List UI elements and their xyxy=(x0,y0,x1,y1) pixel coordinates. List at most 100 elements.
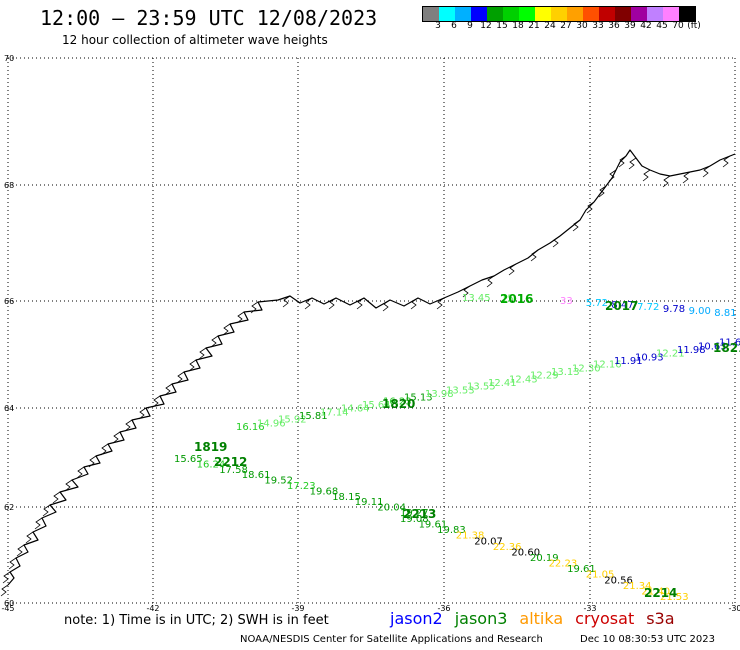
color-scale-label: 30 xyxy=(576,21,588,31)
color-swatch xyxy=(487,7,503,21)
swh-value: 20.07 xyxy=(474,536,503,547)
swh-value: 10.93 xyxy=(635,352,664,363)
coastline-fjord xyxy=(410,297,419,310)
coastline-fjord xyxy=(702,165,711,178)
swh-value: 21.53 xyxy=(660,592,689,603)
axis-labels: 70 68 66 64 62 60-45 -42 -39 -36 -33 -30 xyxy=(1,54,740,613)
swh-value: 20.56 xyxy=(604,575,633,586)
color-swatch xyxy=(551,7,567,21)
coastline-fjord xyxy=(436,297,445,310)
track-time-label: 2016 xyxy=(500,292,533,306)
swh-value: 20.19 xyxy=(530,553,559,564)
lon-tick-label: -42 xyxy=(146,604,159,613)
generated-time: Dec 10 08:30:53 UTC 2023 xyxy=(580,634,715,645)
swh-value: 19.61 xyxy=(419,520,448,531)
color-scale-label: 70 xyxy=(672,21,684,31)
coastline-fjord xyxy=(25,531,34,544)
lat-tick-label: 64 xyxy=(4,404,14,413)
lon-tick-label: -36 xyxy=(437,604,450,613)
color-scale-label: 9 xyxy=(467,21,473,31)
coastline-fjord xyxy=(0,584,9,597)
color-scale-label: (ft) xyxy=(687,21,701,31)
coastline-fjord xyxy=(42,504,51,517)
swh-value: 9.00 xyxy=(689,306,711,317)
swh-value: 13.98 xyxy=(425,389,454,400)
swh-value: 22.36 xyxy=(493,542,522,553)
swh-value: 11.91 xyxy=(614,356,643,367)
swh-value: 16.16 xyxy=(236,422,265,433)
swh-value: 19.27 xyxy=(400,508,429,519)
color-swatch xyxy=(679,7,695,21)
coastline-fjord xyxy=(188,359,197,372)
swh-value: 12.21 xyxy=(656,349,685,360)
swh-value: 13.45 xyxy=(462,293,491,304)
greenland-coastline xyxy=(0,149,736,597)
color-scale-label: 18 xyxy=(512,21,524,31)
swh-value: 21.05 xyxy=(586,570,615,581)
lat-tick-label: 68 xyxy=(4,181,14,190)
coastline-fjord xyxy=(164,383,173,396)
swh-value: 19.08 xyxy=(400,514,429,525)
coastline-fjord xyxy=(462,285,471,298)
swh-value: 20.04 xyxy=(377,503,406,514)
color-swatch xyxy=(471,7,487,21)
track-time-label: 2213 xyxy=(403,507,436,521)
coastline-fjord xyxy=(356,297,365,310)
lat-tick-label: 66 xyxy=(4,297,14,306)
coastline-fjord xyxy=(382,299,391,312)
coastline-fjord xyxy=(508,263,517,276)
color-swatch xyxy=(535,7,551,21)
coastline-fjord xyxy=(64,479,73,492)
track-time-label: 2214 xyxy=(644,586,677,600)
swh-value: 19.11 xyxy=(355,497,384,508)
swh-value: 5.72 xyxy=(586,298,608,309)
coastline-fjord xyxy=(682,171,691,184)
color-swatch xyxy=(615,7,631,21)
swh-value: 14.64 xyxy=(341,404,370,415)
swh-value: 11.98 xyxy=(677,345,706,356)
coastline-fjord xyxy=(16,544,25,557)
swh-value: 17.14 xyxy=(320,407,349,418)
swh-value: 13.55 xyxy=(467,382,496,393)
color-scale-label: 21 xyxy=(528,21,540,31)
coastline-fjord xyxy=(586,201,595,214)
coastline-fjord xyxy=(34,517,43,530)
swh-value: 15 xyxy=(501,294,514,305)
coastline-fjord xyxy=(112,431,121,444)
lon-tick-label: -39 xyxy=(291,604,304,613)
map-subtitle: 12 hour collection of altimeter wave hei… xyxy=(62,33,328,47)
lon-tick-label: -45 xyxy=(1,604,14,613)
lat-lon-grid xyxy=(7,57,736,604)
swh-value: 12.43 xyxy=(509,374,538,385)
color-swatch xyxy=(519,7,535,21)
coastline-fjord xyxy=(210,335,219,348)
coastline-fjord xyxy=(88,455,97,468)
coastline-fjord xyxy=(486,275,495,288)
satellite-legend-item: s3a xyxy=(646,609,675,628)
swh-value: 21.40 xyxy=(641,586,670,597)
lon-tick-label: -33 xyxy=(583,604,596,613)
coastline-fjord xyxy=(598,185,607,198)
swh-value: 33 xyxy=(560,296,573,307)
swh-value: 17.23 xyxy=(287,481,316,492)
swh-value: 21.38 xyxy=(456,531,485,542)
swh-value: 17.58 xyxy=(219,465,248,476)
color-scale-label: 12 xyxy=(480,21,492,31)
swh-value: 20.60 xyxy=(511,547,540,558)
color-scale-label: 3 xyxy=(435,21,441,31)
coastline-fjord xyxy=(328,297,337,310)
swh-value: 18.15 xyxy=(332,492,361,503)
color-scale-label: 15 xyxy=(496,21,508,31)
coastline-fjord xyxy=(222,323,231,336)
map-title: 12:00 – 23:59 UTC 12/08/2023 xyxy=(40,6,378,30)
swh-value: 15.64 xyxy=(362,400,391,411)
coastline-fjord xyxy=(628,157,637,170)
swh-value: 10.63 xyxy=(698,341,727,352)
color-swatch xyxy=(583,7,599,21)
swh-value: 19.52 xyxy=(264,476,293,487)
color-swatch xyxy=(423,7,439,21)
color-swatch xyxy=(647,7,663,21)
credit-line: NOAA/NESDIS Center for Satellite Applica… xyxy=(240,634,543,645)
coastline-fjord xyxy=(76,466,85,479)
swh-value: 12.41 xyxy=(488,378,517,389)
